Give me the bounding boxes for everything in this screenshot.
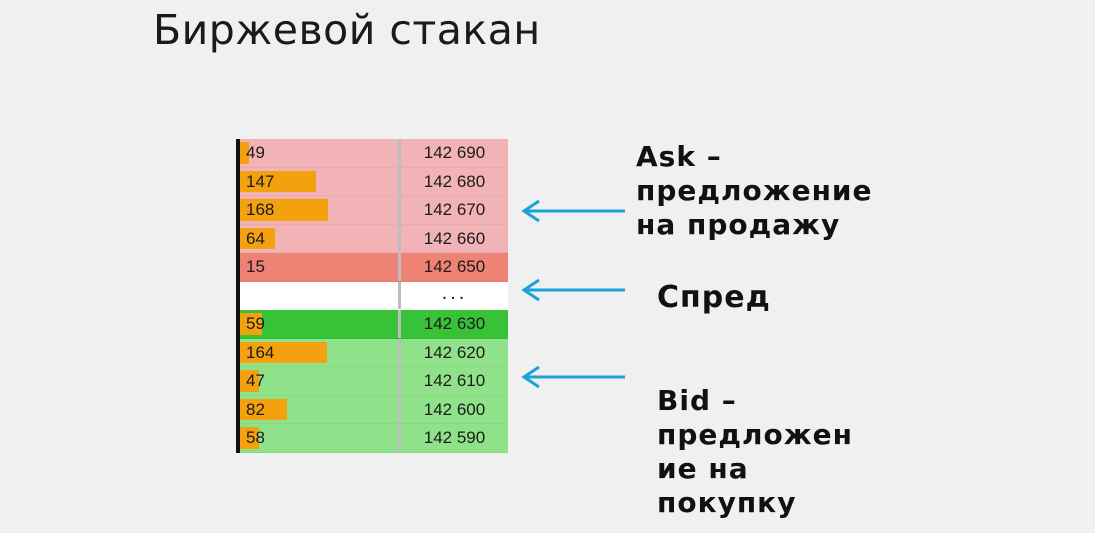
volume-bar — [240, 199, 329, 221]
order-book-row-bid: 82 142 600 — [240, 395, 508, 424]
bid-label-line: Bid – — [657, 384, 737, 417]
order-book-row-bid-best: 59 142 630 — [240, 310, 508, 339]
volume-bar — [240, 370, 259, 392]
order-book-row-bid: 164 142 620 — [240, 338, 508, 367]
bid-arrow-icon — [521, 365, 625, 389]
volume-value: 47 — [246, 371, 265, 390]
volume-cell: 64 — [240, 224, 401, 252]
volume-cell: 82 — [240, 395, 401, 423]
order-book: 49 142 690 147 142 680 168 142 670 64 142 660 15… — [236, 139, 508, 453]
volume-cell: 164 — [240, 338, 401, 366]
volume-cell: 168 — [240, 196, 401, 224]
volume-value: 82 — [246, 399, 265, 419]
price-value: 142 620 — [423, 342, 486, 362]
volume-bar — [240, 341, 327, 363]
price-value: 142 610 — [423, 371, 486, 390]
volume-value: 168 — [246, 200, 275, 219]
spread-label-line: Спред — [657, 280, 771, 315]
ask-label-line: предложение — [636, 174, 873, 208]
price-value: 142 660 — [423, 228, 486, 248]
price-value: 142 690 — [423, 143, 486, 162]
price-value: 142 650 — [423, 257, 486, 276]
price-value: 142 600 — [423, 399, 486, 419]
spread-label: Спред — [657, 280, 771, 317]
ask-label: Ask – предложение на продажу — [636, 140, 873, 242]
volume-bar — [240, 170, 316, 192]
order-book-row-spread: ... — [240, 281, 508, 310]
spread-arrow-icon — [521, 278, 625, 302]
volume-bar — [240, 227, 275, 249]
volume-value: 64 — [246, 228, 265, 248]
price-value: 142 680 — [423, 171, 486, 191]
volume-value: 15 — [246, 257, 265, 276]
volume-cell — [240, 281, 401, 309]
order-book-row-ask-best: 15 142 650 — [240, 253, 508, 282]
order-book-row-bid: 58 142 590 — [240, 424, 508, 453]
bid-label-line: покупку — [657, 486, 797, 520]
volume-cell: 47 — [240, 367, 401, 395]
volume-cell: 147 — [240, 167, 401, 195]
price-value: 142 630 — [423, 314, 486, 333]
page-title: Биржевой стакан — [153, 6, 541, 54]
order-book-row-ask: 168 142 670 — [240, 196, 508, 225]
volume-value: 49 — [246, 143, 265, 162]
ask-label-line: на продажу — [636, 208, 841, 242]
volume-bar — [240, 142, 250, 164]
order-book-row-ask: 49 142 690 — [240, 139, 508, 168]
ask-label-line: Ask – — [636, 140, 722, 173]
volume-cell: 58 — [240, 424, 401, 452]
order-book-row-ask: 147 142 680 — [240, 167, 508, 196]
volume-bar — [240, 313, 263, 335]
volume-bar — [240, 427, 259, 449]
price-value: 142 590 — [423, 428, 486, 447]
volume-cell: 59 — [240, 310, 401, 338]
volume-value: 58 — [246, 428, 265, 447]
volume-value: 147 — [246, 171, 275, 191]
spread-dots: ... — [441, 281, 468, 304]
volume-cell: 49 — [240, 139, 401, 167]
bid-label-line: предложен — [657, 418, 853, 452]
volume-bar — [240, 398, 288, 420]
volume-value: 164 — [246, 342, 275, 362]
volume-cell: 15 — [240, 253, 401, 281]
price-value: 142 670 — [423, 200, 486, 219]
order-book-row-ask: 64 142 660 — [240, 224, 508, 253]
bid-label-line: ие на — [657, 452, 749, 486]
ask-arrow-icon — [521, 199, 625, 223]
bid-label: Bid – предложен ие на покупку — [657, 384, 853, 521]
order-book-row-bid: 47 142 610 — [240, 367, 508, 396]
volume-value: 59 — [246, 314, 265, 333]
